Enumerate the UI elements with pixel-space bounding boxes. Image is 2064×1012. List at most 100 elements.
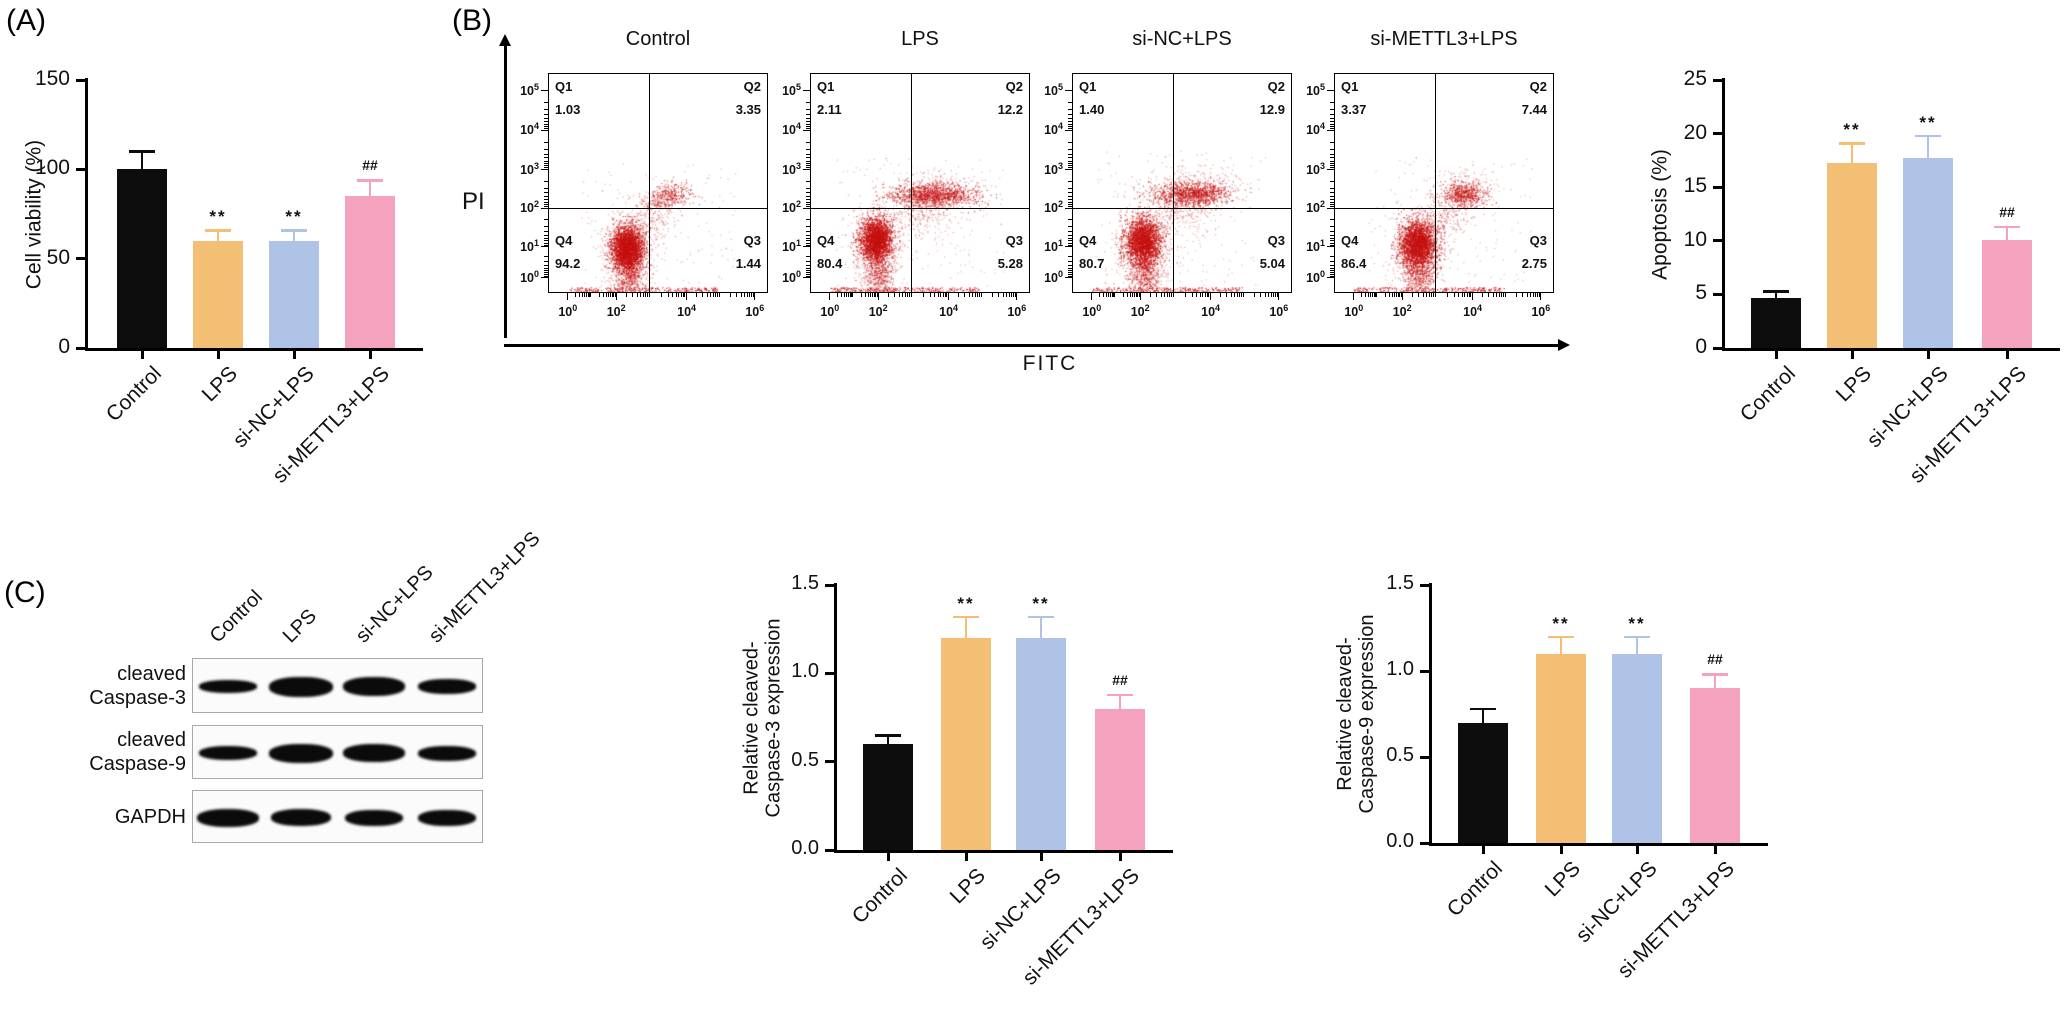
error-bar-whisker (1118, 694, 1122, 709)
flow-x-minor-tick (851, 293, 853, 297)
flow-y-tick (1327, 169, 1334, 171)
flow-y-minor-tick (1330, 242, 1334, 244)
flow-x-minor-tick (640, 293, 642, 297)
flow-y-tick-label: 104 (1044, 121, 1063, 138)
flow-y-tick-label: 101 (520, 237, 539, 254)
flow-y-tick-label: 105 (1044, 81, 1063, 98)
flow-x-minor-tick (647, 293, 649, 297)
flow-x-minor-tick (1135, 293, 1137, 297)
quadrant-q1-value: 3.37 (1341, 102, 1367, 117)
flow-x-minor-tick (958, 293, 960, 297)
flow-y-minor-tick (544, 270, 548, 272)
error-bar-whisker (886, 735, 890, 744)
quadrant-q3-name: Q3 (1005, 233, 1023, 248)
quadrant-divider-vertical (1435, 73, 1437, 293)
bar (1016, 638, 1066, 850)
flow-x-minor-tick (702, 293, 704, 297)
flow-x-minor-tick (614, 293, 616, 297)
x-category-label: LPS (1540, 857, 1586, 902)
flow-y-tick-label: 100 (1044, 268, 1063, 285)
flow-x-tick (1472, 293, 1474, 300)
quadrant-q3-value: 2.75 (1521, 256, 1547, 271)
flow-y-minor-tick (544, 240, 548, 242)
flow-y-minor-tick (1330, 167, 1334, 169)
error-bar-cap (1839, 142, 1865, 145)
flow-y-minor-tick (806, 234, 810, 236)
flow-x-minor-tick (712, 293, 714, 297)
flow-y-minor-tick (1068, 275, 1072, 277)
flow-x-minor-tick (836, 293, 838, 297)
flow-y-minor-tick (1068, 148, 1072, 150)
significance-label: ** (209, 207, 227, 227)
y-tick-label: 150 (34, 67, 70, 90)
flow-y-minor-tick (1330, 201, 1334, 203)
significance-label: ## (1707, 651, 1723, 668)
y-tick (76, 257, 85, 261)
flow-x-minor-tick (680, 293, 682, 297)
flow-y-tick-label: 104 (520, 121, 539, 138)
flow-x-minor-tick (1127, 293, 1129, 297)
flow-y-tick (1327, 129, 1334, 131)
flow-x-minor-tick (1516, 293, 1518, 297)
flow-y-tick (803, 90, 810, 92)
blot-row-label: GAPDH (60, 805, 186, 829)
flow-y-minor-tick (806, 201, 810, 203)
flow-y-tick (1065, 90, 1072, 92)
flow-x-minor-tick (1394, 293, 1396, 297)
flow-x-minor-tick (1002, 293, 1004, 297)
x-axis (85, 348, 423, 351)
flow-x-tick-label: 102 (1392, 303, 1412, 320)
flow-y-minor-tick (1068, 219, 1072, 221)
flow-x-minor-tick (1495, 293, 1497, 297)
error-bar-cap (205, 229, 231, 232)
flow-x-minor-tick (740, 293, 742, 297)
flow-x-tick (567, 293, 569, 300)
x-tick (216, 351, 220, 359)
x-tick (1713, 846, 1717, 854)
quadrant-q2-value: 7.44 (1521, 102, 1547, 117)
flow-x-minor-tick (709, 293, 711, 297)
flow-y-minor-tick (1068, 113, 1072, 115)
flow-y-minor-tick (806, 274, 810, 276)
blot-lane-label: LPS (278, 604, 322, 648)
error-bar-whisker (292, 230, 296, 241)
quadrant-q4-value: 80.7 (1079, 256, 1105, 271)
quadrant-q4-value: 80.4 (817, 256, 843, 271)
flow-x-minor-tick (1105, 293, 1107, 297)
blot-band (418, 679, 476, 694)
flow-x-minor-tick (1268, 293, 1270, 297)
flow-x-minor-tick (636, 293, 638, 297)
error-bar-whisker (1926, 135, 1930, 159)
flow-y-minor-tick (1330, 153, 1334, 155)
flow-x-minor-tick (1532, 293, 1534, 297)
western-blot: Control LPS si-NC+LPS si-METTL3+LPS cleaved C… (60, 470, 620, 890)
flow-y-tick-label: 101 (1306, 237, 1325, 254)
fitc-axis-arrowhead-icon (1558, 339, 1570, 351)
bar (941, 638, 991, 850)
flow-y-tick-label: 104 (1306, 121, 1325, 138)
flow-y-tick-label: 102 (1306, 199, 1325, 216)
flow-y-minor-tick (544, 199, 548, 201)
flow-x-minor-tick (852, 293, 854, 297)
flow-y-minor-tick (544, 187, 548, 189)
flow-y-minor-tick (806, 120, 810, 122)
flow-x-minor-tick (736, 293, 738, 297)
flow-y-minor-tick (806, 160, 810, 162)
flow-y-minor-tick (1068, 272, 1072, 274)
blot-band (345, 809, 403, 826)
flow-x-minor-tick (898, 293, 900, 297)
flow-y-minor-tick (1330, 192, 1334, 194)
flow-y-minor-tick (1068, 255, 1072, 257)
error-bar-cap (1624, 635, 1650, 639)
flow-y-minor-tick (1068, 260, 1072, 262)
y-axis (1722, 78, 1725, 351)
flow-x-minor-tick (934, 293, 936, 297)
y-tick (825, 583, 834, 587)
x-tick (1481, 846, 1485, 854)
x-tick (368, 351, 372, 359)
pi-axis-label: PI (462, 188, 485, 215)
flow-x-minor-tick (643, 293, 645, 297)
flow-x-minor-tick (944, 293, 946, 297)
error-bar-whisker (1713, 674, 1717, 689)
x-tick (964, 853, 968, 861)
